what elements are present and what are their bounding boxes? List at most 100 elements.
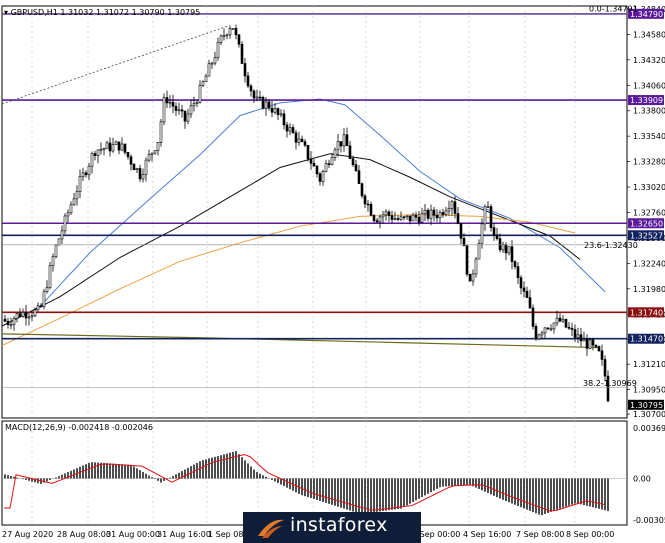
candle-body [36, 305, 40, 311]
time-label: 8 Sep 00:00 [566, 530, 614, 539]
candle-body [489, 206, 493, 228]
candle-body [348, 145, 352, 159]
candle-body [384, 211, 388, 216]
price-label: 1.34580 [633, 30, 665, 39]
level-tags: 1.34790 1.33909 1.32650 1.32527 1.31740 1.314… [628, 8, 664, 410]
candle-body [288, 127, 292, 132]
candle-body [96, 149, 100, 156]
candle-body [57, 238, 61, 246]
candle-body [207, 63, 211, 77]
candle-body [153, 150, 157, 154]
candle-body [420, 213, 424, 223]
candle-body [459, 223, 463, 239]
candle-body [597, 346, 601, 352]
price-axis: 1.348401.345801.343201.340601.338001.335… [627, 5, 665, 419]
candle-body [198, 85, 202, 103]
candle-body [39, 305, 43, 308]
candle-body [357, 170, 361, 184]
candle-body [402, 216, 406, 219]
candle-body [78, 176, 82, 192]
candle-body [159, 121, 163, 143]
candle-body [252, 90, 256, 99]
level-tag [628, 8, 664, 19]
candle-body [522, 287, 526, 292]
candle-body [369, 203, 373, 216]
candle-body [264, 101, 268, 109]
fib-labels: 0.0-1.34791 23.6-1.32430 38.2-1.30969 [2, 5, 638, 389]
candle-body [327, 163, 331, 165]
price-label: 1.34060 [633, 81, 665, 90]
level-tag-label: 1.32527 [630, 231, 663, 240]
trend-line [1, 25, 229, 105]
candle-body [582, 338, 586, 342]
candle-body [519, 277, 523, 289]
candle-body [465, 245, 469, 275]
candle-body [201, 81, 205, 86]
candle-body [18, 313, 22, 317]
candle-body [345, 134, 349, 147]
candle-body [75, 191, 79, 200]
ma-black-line [1, 153, 581, 327]
candle-body [456, 213, 460, 224]
price-label: 1.33540 [633, 132, 665, 141]
candle-body [72, 198, 76, 206]
candle-body [129, 156, 133, 165]
candle-body [291, 127, 295, 134]
candle-body [189, 105, 193, 115]
candle-body [423, 209, 427, 215]
candle-body [324, 163, 328, 172]
candle-body [279, 113, 283, 116]
candle-body [165, 97, 169, 104]
candle-body [213, 57, 217, 64]
candle-body [339, 141, 343, 147]
candle-body [552, 322, 556, 330]
candle-body [390, 215, 394, 220]
candle-body [183, 110, 187, 122]
time-label: 4 Sep 00:00 [412, 530, 460, 539]
main-pane-border [1, 5, 628, 419]
candle-body [174, 106, 178, 111]
candle-body [558, 317, 562, 322]
candle-body [507, 246, 511, 254]
candle-body [486, 206, 490, 208]
candle-body [351, 158, 355, 165]
candle-body [138, 168, 142, 180]
candle-body [312, 163, 316, 167]
candle-body [282, 113, 286, 126]
candle-body [93, 153, 97, 156]
candle-body [195, 101, 199, 104]
candlesticks [3, 24, 610, 403]
candle-body [27, 316, 31, 319]
candle-body [573, 329, 577, 338]
candle-body [30, 315, 34, 318]
candle-body [60, 230, 64, 240]
candle-body [381, 214, 385, 218]
candle-body [510, 246, 514, 262]
candle-body [120, 143, 124, 151]
candle-body [444, 210, 448, 215]
candle-body [441, 212, 445, 215]
price-label: 1.33020 [633, 183, 665, 192]
macd-signal-line [4, 454, 605, 512]
candle-body [594, 344, 598, 347]
price-label: 1.32760 [633, 208, 665, 217]
candle-body [474, 258, 478, 275]
candle-body [378, 216, 382, 223]
candle-body [432, 209, 436, 216]
price-label: 1.33800 [633, 107, 665, 116]
candle-body [114, 141, 118, 145]
candle-body [591, 339, 595, 346]
candle-body [48, 265, 52, 288]
candle-body [210, 62, 214, 65]
candle-body [363, 195, 367, 205]
ma-orange-line [1, 213, 576, 347]
candle-body [393, 218, 397, 220]
candle-body [168, 101, 172, 104]
candle-body [498, 238, 502, 251]
chart-header: ▾ GBPUSD,H1 1.31032 1.31072 1.30790 1.30… [4, 8, 200, 17]
candle-body [606, 375, 610, 402]
price-label: 1.30700 [633, 410, 665, 419]
candle-body [501, 244, 505, 251]
